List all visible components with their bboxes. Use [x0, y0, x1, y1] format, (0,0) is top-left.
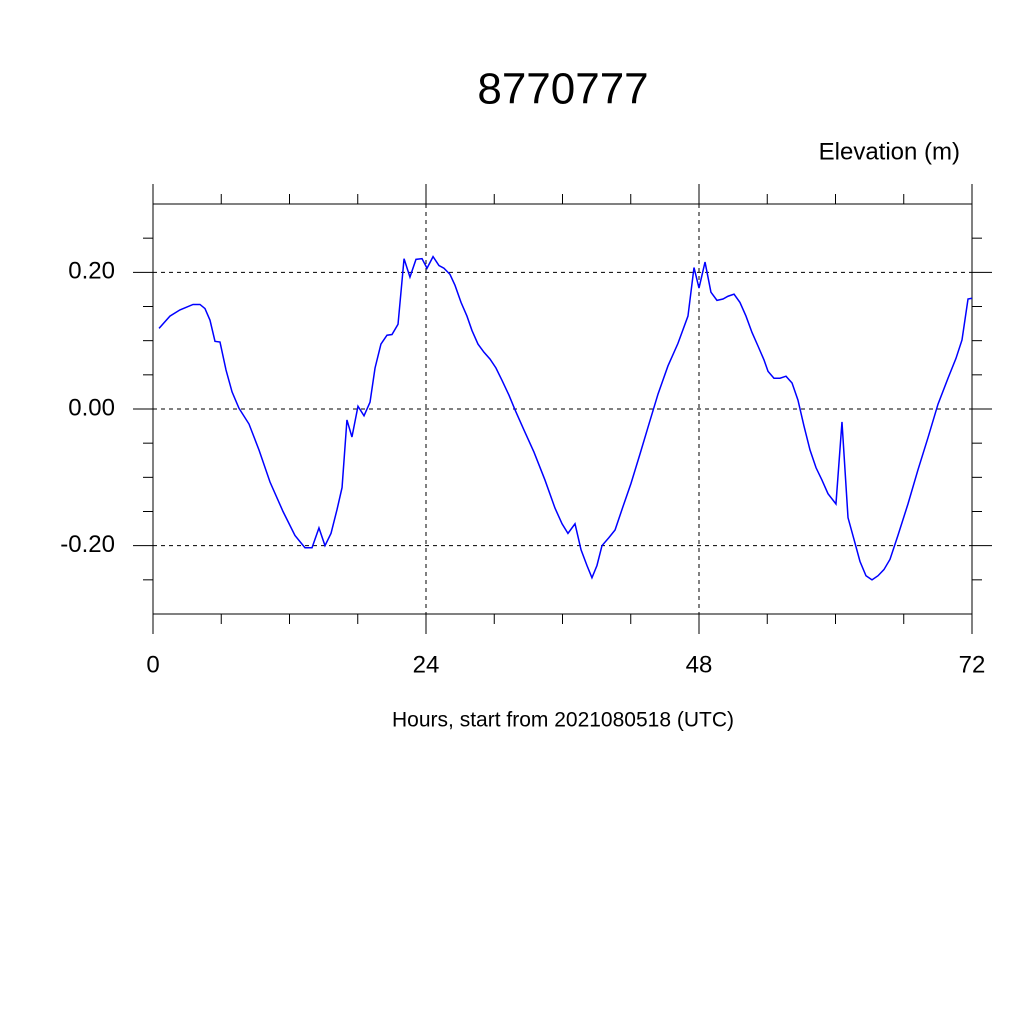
x-axis-label: Hours, start from 2021080518 (UTC): [392, 709, 734, 732]
y-tick-label: 0.00: [68, 394, 115, 421]
x-tick-label: 24: [413, 651, 440, 678]
chart-title: 8770777: [477, 65, 648, 114]
data-line: [158, 255, 973, 581]
x-tick-label: 48: [686, 651, 713, 678]
y-tick-label: 0.20: [68, 258, 115, 285]
y-axis-label: Elevation (m): [819, 138, 960, 165]
x-tick-label: 0: [146, 651, 159, 678]
y-tick-label: -0.20: [60, 531, 115, 558]
x-tick-label: 72: [959, 651, 986, 678]
